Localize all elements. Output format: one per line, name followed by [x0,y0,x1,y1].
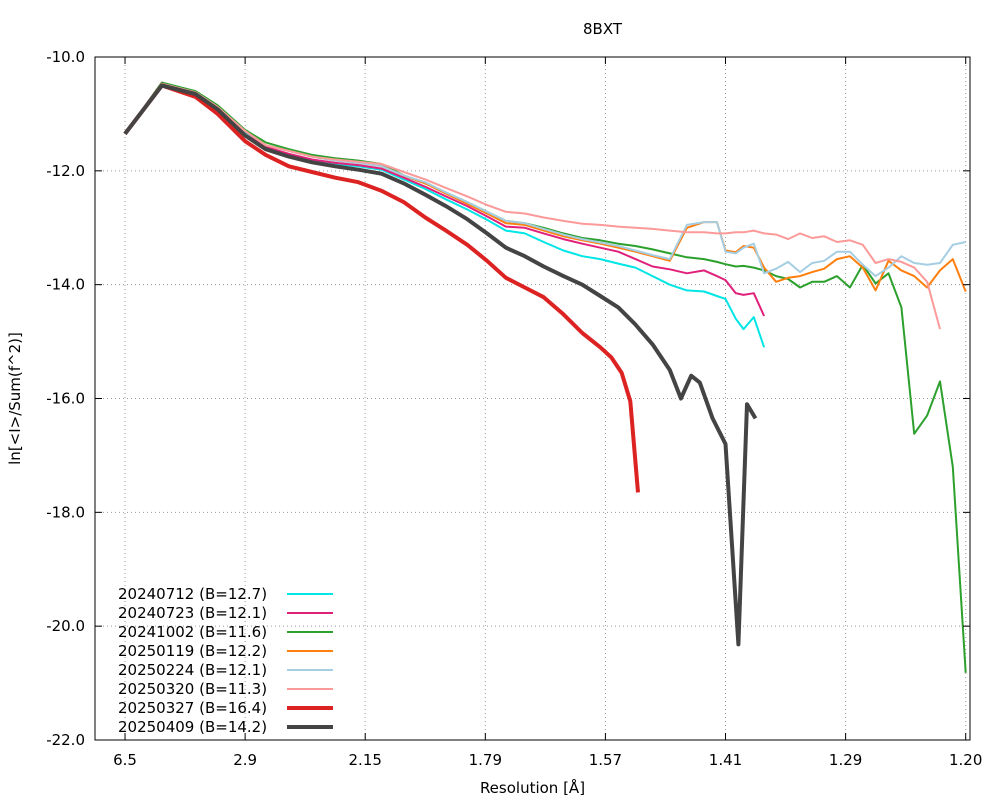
legend-label: 20250119 (B=12.2) [118,642,267,660]
x-tick-label: 1.79 [469,751,502,769]
series-line-3 [124,81,967,673]
y-tick-label: -22.0 [46,731,85,749]
legend-label: 20250320 (B=11.3) [118,680,267,698]
y-tick-label: -12.0 [46,162,85,180]
x-axis-title: Resolution [Å] [480,778,585,797]
x-tick-label: 1.29 [829,751,862,769]
chart-title: 8BXT [583,20,623,38]
series-line-6 [124,82,941,330]
y-tick-label: -14.0 [46,276,85,294]
x-tick-label: 1.57 [589,751,622,769]
legend-label: 20250327 (B=16.4) [118,699,267,717]
y-tick-label: -10.0 [46,48,85,66]
y-tick-label: -16.0 [46,390,85,408]
legend-label: 20240712 (B=12.7) [118,585,267,603]
series-line-8 [123,83,758,647]
legend: 20240712 (B=12.7)20240723 (B=12.1)202410… [118,585,333,736]
legend-label: 20250409 (B=14.2) [118,718,267,736]
y-tick-label: -18.0 [46,503,85,521]
x-tick-label: 1.41 [709,751,742,769]
y-tick-label: -20.0 [46,617,85,635]
series-lines [123,81,967,673]
axis-ticks: -10.0 -12.0 -14.0 -16.0 -18.0 -20.0 -22.0 6.5 2.… [46,48,982,769]
legend-label: 20250224 (B=12.1) [118,661,267,679]
series-line-2 [124,81,766,317]
x-tick-label: 6.5 [113,751,137,769]
x-tick-label: 2.15 [349,751,382,769]
x-tick-label: 2.9 [233,751,257,769]
y-axis-title: ln[<I>/Sum(f^2)] [6,332,24,465]
legend-label: 20240723 (B=12.1) [118,604,267,622]
legend-label: 20241002 (B=11.6) [118,623,267,641]
series-line-5 [124,82,966,278]
x-tick-label: 1.20 [949,751,982,769]
series-line-7 [123,83,640,493]
